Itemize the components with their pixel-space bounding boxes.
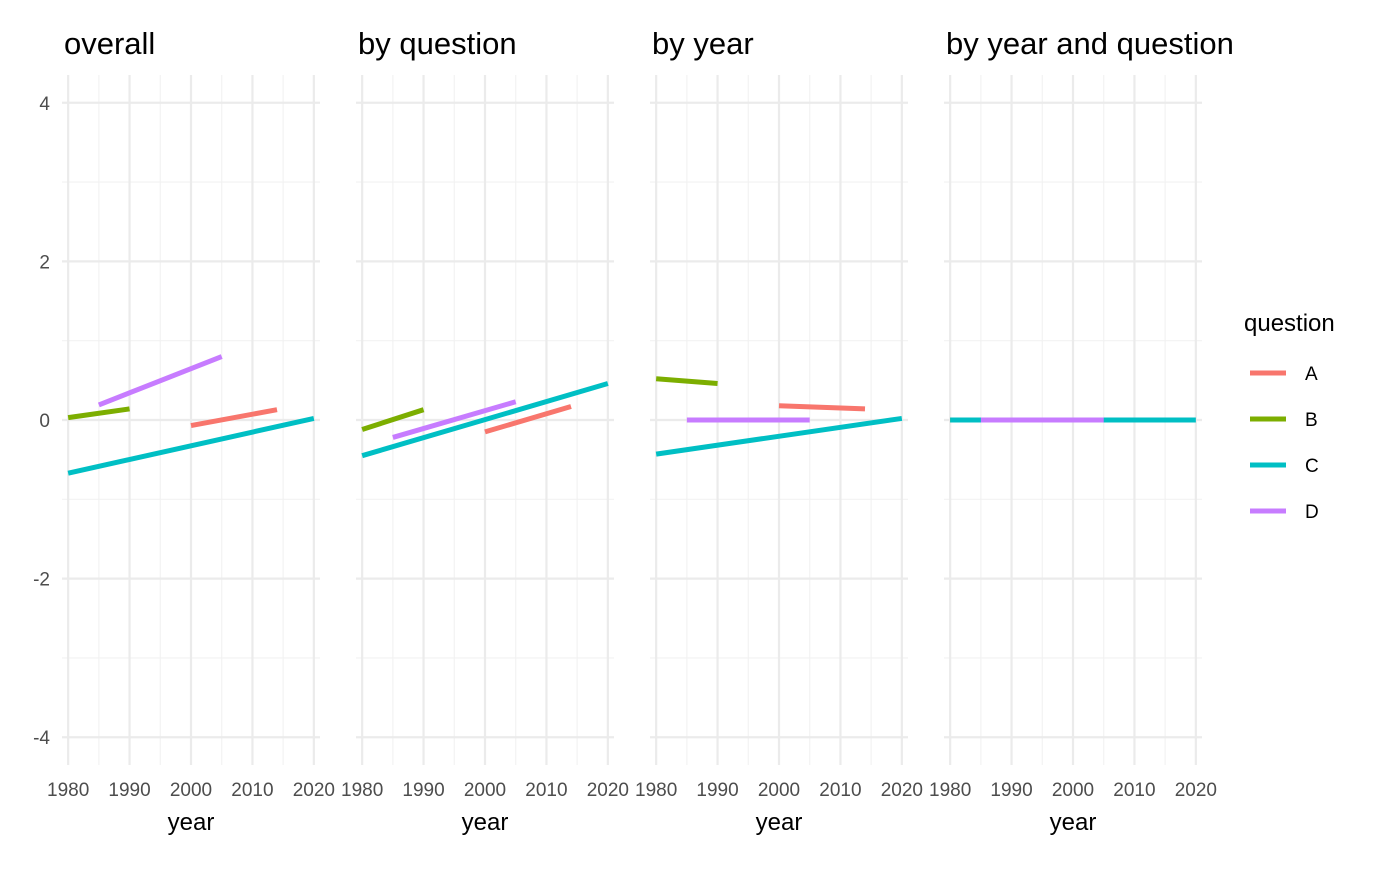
legend-label-b: B [1305,410,1318,431]
panel-title: overall [64,26,155,61]
y-tick-label: -4 [33,728,50,749]
panel-title: by year [652,26,754,61]
x-tick-label: 2010 [525,780,567,801]
series-line-c [655,415,903,457]
x-tick-label: 2010 [819,780,861,801]
legend-label-c: C [1305,456,1319,477]
x-tick-label: 2010 [1113,780,1155,801]
y-tick-label: 0 [39,411,50,432]
x-tick-label: 1980 [929,780,971,801]
x-tick-label: 1980 [341,780,383,801]
series-line-b [655,376,718,387]
x-tick-label: 2000 [170,780,212,801]
legend-label-d: D [1305,502,1319,523]
panel-title: by year and question [946,26,1234,61]
panel-title: by question [358,26,517,61]
legend-label-a: A [1305,364,1318,385]
legend-title: question [1244,310,1335,337]
y-tick-label: 4 [39,94,50,115]
x-axis-title: year [168,809,215,836]
x-tick-label: 2020 [1175,780,1217,801]
series-line-a [190,407,278,429]
series-line-a [778,403,866,412]
x-tick-label: 1990 [402,780,444,801]
x-tick-label: 1980 [47,780,89,801]
x-tick-label: 1990 [696,780,738,801]
x-axis-title: year [1050,809,1097,836]
text-layer: overall 1980 1990 2000 2010 2020 year by questi… [33,26,1234,836]
series-line-b [67,406,130,421]
series-line-d [392,399,517,440]
x-tick-label: 2020 [881,780,923,801]
series-line-a [484,404,572,435]
series-layer [67,354,1196,476]
series-line-d [97,354,223,408]
x-tick-label: 1990 [990,780,1032,801]
x-axis-title: year [462,809,509,836]
series-line-b [361,407,425,432]
y-tick-label: -2 [33,570,50,591]
x-axis-title: year [756,809,803,836]
series-line-c [361,381,609,459]
x-tick-label: 2000 [1052,780,1094,801]
x-tick-label: 2000 [464,780,506,801]
legend: question A B C D [1244,310,1335,523]
x-tick-label: 2020 [293,780,335,801]
series-line-c [67,415,315,476]
x-tick-label: 2020 [587,780,629,801]
x-tick-label: 1980 [635,780,677,801]
x-tick-label: 1990 [108,780,150,801]
y-tick-label: 2 [39,252,50,273]
x-tick-label: 2000 [758,780,800,801]
x-tick-label: 2010 [231,780,273,801]
